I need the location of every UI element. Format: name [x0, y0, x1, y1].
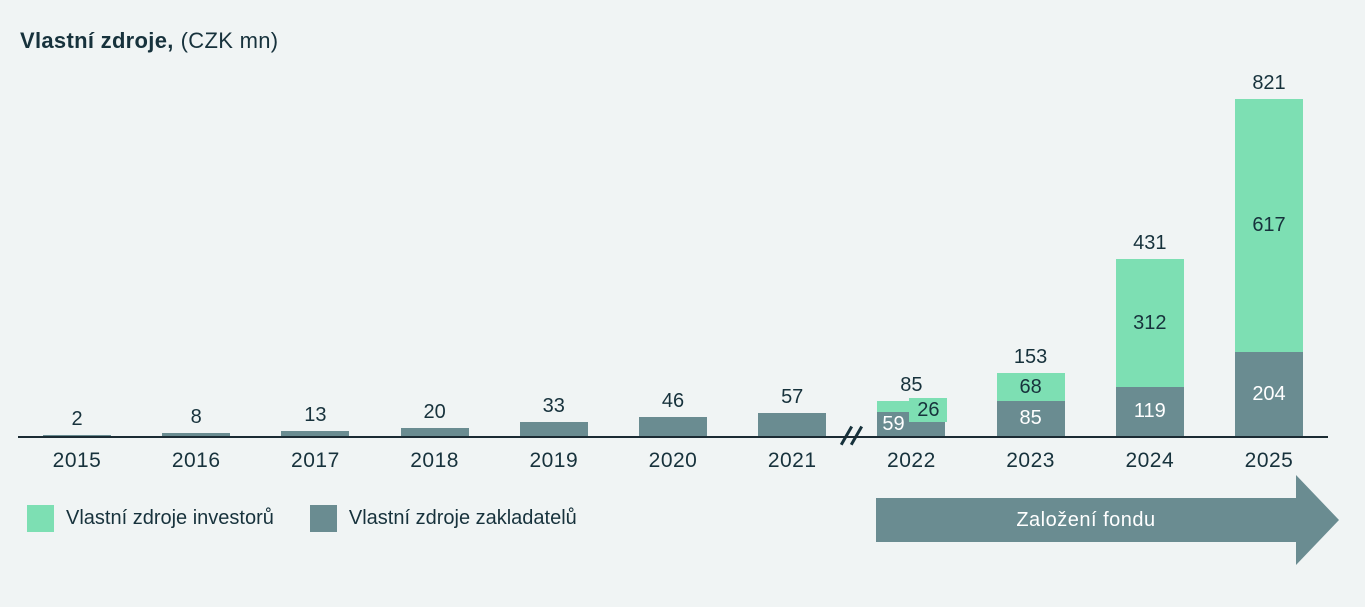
total-label-2024: 431: [1133, 232, 1167, 254]
bar-founders-2015: [43, 435, 111, 436]
x-tick-2023: 2023: [1006, 449, 1055, 472]
total-label-2023: 153: [1013, 346, 1048, 368]
label-investors-2024: 312: [1133, 312, 1167, 334]
label-founders-2023: 85: [1019, 407, 1042, 429]
total-label-2025: 821: [1252, 72, 1286, 94]
label-founders-2024: 119: [1133, 400, 1166, 422]
total-label-2016: 8: [190, 406, 202, 428]
label-founders-2025: 204: [1252, 383, 1286, 405]
chart-title-main: Vlastní zdroje,: [20, 28, 174, 53]
legend-item-investors: Vlastní zdroje investorů: [27, 505, 274, 532]
total-label-2019: 33: [542, 395, 565, 417]
bar-founders-2024: [1115, 387, 1184, 436]
x-tick-2015: 2015: [52, 449, 102, 472]
bar-investors-2025: [1235, 99, 1303, 352]
x-tick-2016: 2016: [171, 449, 221, 472]
bar-founders-2019: [519, 422, 588, 436]
x-tick-2019: 2019: [529, 449, 579, 472]
total-label-2017: 13: [304, 404, 327, 426]
legend-swatch-investors-icon: [27, 505, 54, 532]
label-investors-tag-2022: 26: [909, 398, 948, 422]
x-tick-2021: 2021: [767, 449, 817, 472]
x-tick-2022: 2022: [887, 449, 936, 472]
x-tick-2017: 2017: [291, 449, 340, 472]
legend-item-founders: Vlastní zdroje zakladatelů: [309, 505, 577, 532]
bar-investors-2024: [1115, 259, 1184, 387]
legend-swatch-founders-icon: [309, 505, 337, 532]
label-investors-2025: 617: [1252, 214, 1286, 236]
total-label-2020: 46: [661, 390, 685, 412]
chart-title-unit: (CZK mn): [180, 28, 279, 53]
total-label-2021: 57: [781, 386, 804, 408]
total-label-2015: 2: [71, 408, 83, 430]
arrow-head-icon: [1296, 475, 1339, 565]
annotation-arrow: Založení fondu: [876, 475, 1339, 565]
x-tick-2024: 2024: [1125, 449, 1175, 472]
legend: Vlastní zdroje investorů Vlastní zdroje …: [27, 505, 577, 532]
total-label-2022: 85: [900, 374, 923, 396]
x-tick-2020: 2020: [648, 449, 698, 472]
bar-founders-2020: [639, 417, 707, 436]
bar-founders-2023: [996, 401, 1065, 436]
x-tick-2018: 2018: [410, 449, 459, 472]
legend-label-founders: Vlastní zdroje zakladatelů: [348, 507, 577, 529]
annotation-arrow-body: Založení fondu: [876, 498, 1296, 542]
total-label-2018: 20: [423, 401, 446, 423]
label-founders-2022: 59: [882, 413, 905, 435]
x-tick-2025: 2025: [1244, 449, 1294, 472]
bar-founders-2018: [400, 428, 469, 436]
x-axis-line: [18, 436, 1328, 438]
bar-founders-2017: [281, 431, 350, 436]
label-investors-2023: 68: [1019, 376, 1042, 398]
bar-founders-2016: [162, 433, 231, 436]
bar-founders-2021: [758, 413, 827, 436]
bar-investors-2023: [996, 373, 1065, 401]
annotation-arrow-label: Založení fondu: [1016, 508, 1156, 531]
legend-label-investors: Vlastní zdroje investorů: [66, 507, 274, 529]
chart-title: Vlastní zdroje, (CZK mn): [20, 28, 278, 54]
bar-founders-2025: [1235, 352, 1303, 436]
